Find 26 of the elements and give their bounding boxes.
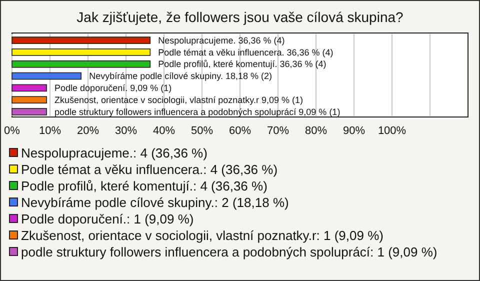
data-label: Nespolupracujeme. 36,36 % (4) [158,35,285,46]
x-tick-label: 90% [342,124,366,137]
x-tick-label: 60% [228,124,252,137]
data-label: podle struktury followers influencera a podobných spoluprácí 9,09 % (1) [54,106,340,117]
text: Zkušenost, orientace v sociologii, vlastní poznatky.r: 1 (9,09 %) [21,228,384,244]
x-tick-label: 20% [76,124,100,137]
x-tick-label: 80% [304,124,328,137]
x-tick-label: 100% [378,124,406,137]
chart-title: Jak zjišťujete, že followers jsou vaše cílová skupina? [76,9,404,25]
x-tick-label: 0% [4,124,20,137]
text: Podle profilů, které komentují.: 4 (36,36 %) [21,178,268,194]
text: Podle témat a věku influencera.: 4 (36,36 %) [21,162,278,178]
x-tick-label: 10% [38,124,62,137]
x-tick-label: 30% [114,124,138,137]
text: podle struktury followers influencera a podobných spoluprácí: 1 (9,09 %) [21,244,438,260]
x-tick-label: 50% [190,124,214,137]
data-label: Podle témat a věku influencera. 36,36 % (4) [158,47,334,58]
text: Nespolupracujeme.: 4 (36,36 %) [21,146,208,161]
text: Podle doporučení.: 1 (9,09 %) [21,212,194,227]
data-label: Zkušenost, orientace v sociologii, vlastní poznatky.r 9,09 % (1) [54,94,303,105]
x-tick-label: 40% [152,124,176,137]
data-label: Podle profilů, které komentují. 36,36 % (4) [158,59,326,70]
text: Nevybíráme podle cílové skupiny.: 2 (18,18 %) [21,195,289,210]
data-label: Podle doporučení. 9,09 % (1) [54,83,172,94]
data-label: Nevybíráme podle cílové skupiny. 18,18 % (2) [89,71,272,82]
x-tick-label: 70% [266,124,290,137]
